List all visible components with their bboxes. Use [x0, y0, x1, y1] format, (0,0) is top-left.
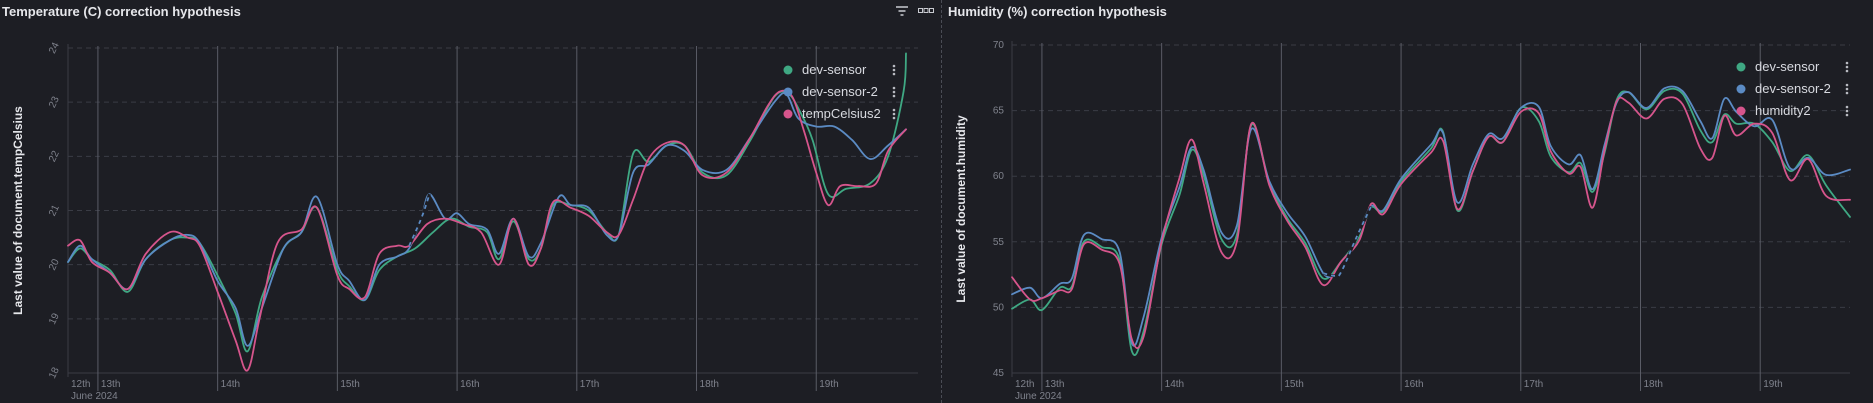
series-line-dev-sensor — [1011, 87, 1851, 356]
legend-label: tempCelsius2 — [802, 106, 881, 121]
y-tick-label: 20 — [47, 257, 62, 272]
x-tick-label: 12th — [1015, 379, 1034, 390]
legend-item-menu-icon — [1845, 69, 1849, 73]
x-tick-label: 17th — [1524, 379, 1543, 390]
x-tick-sublabel: June 2024 — [71, 391, 118, 402]
legend-item-menu-icon — [892, 112, 896, 116]
legend-label: dev-sensor — [802, 62, 867, 77]
legend-item-menu-icon — [892, 72, 896, 76]
y-tick-label: 55 — [993, 237, 1005, 248]
y-tick-label: 60 — [993, 171, 1005, 182]
legend-marker — [783, 87, 793, 97]
legend-item-menu-icon — [1845, 113, 1849, 117]
legend-item-menu-icon — [1845, 87, 1849, 91]
y-tick-label: 22 — [47, 149, 62, 164]
legend-item-menu-icon — [1845, 65, 1849, 69]
legend-item-menu-icon — [1845, 83, 1849, 87]
x-tick-label: 16th — [460, 379, 479, 390]
y-tick-label: 65 — [993, 106, 1005, 117]
more-options-icon[interactable] — [918, 4, 934, 18]
legend-marker — [1736, 62, 1746, 72]
panel-header-actions — [894, 4, 934, 18]
y-tick-label: 70 — [993, 40, 1005, 51]
legend-label: humidity2 — [1755, 103, 1811, 118]
legend-item-menu-icon — [892, 64, 896, 68]
legend-item-menu-icon — [1845, 61, 1849, 65]
legend-item-menu-icon — [892, 108, 896, 112]
x-tick-sublabel: June 2024 — [1015, 391, 1062, 402]
y-tick-label: 18 — [47, 365, 62, 380]
legend-marker — [1736, 106, 1746, 116]
y-axis-title: Last value of document.humidity — [954, 115, 968, 303]
legend-item-menu-icon — [1845, 91, 1849, 95]
legend-marker — [783, 109, 793, 119]
x-tick-label: 15th — [340, 379, 359, 390]
x-tick-label: 14th — [1165, 379, 1184, 390]
x-tick-label: 13th — [101, 379, 120, 390]
y-axis-title: Last value of document.tempCelsius — [11, 106, 25, 315]
series-line-dev-sensor-2 — [67, 92, 907, 347]
y-tick-label: 50 — [993, 302, 1005, 313]
panel-divider[interactable] — [941, 0, 942, 403]
x-tick-label: 12th — [71, 379, 90, 390]
y-tick-label: 21 — [47, 203, 62, 218]
x-tick-label: 19th — [819, 379, 838, 390]
x-tick-label: 18th — [1644, 379, 1663, 390]
series-line-humidity2 — [1011, 96, 1851, 350]
series-gap-dashed — [1323, 206, 1372, 278]
x-tick-label: 19th — [1763, 379, 1782, 390]
legend-item-menu-icon — [1845, 109, 1849, 113]
legend[interactable]: dev-sensor dev-sensor-2 tempCelsius2 — [783, 62, 896, 121]
humidity-panel: Humidity (%) correction hypothesis 45 50 5… — [946, 0, 1873, 403]
legend-item-menu-icon — [892, 68, 896, 72]
y-tick-label: 45 — [993, 368, 1005, 379]
legend-item-menu-icon — [892, 94, 896, 98]
series-gap-dashed — [408, 193, 431, 247]
panel-title: Temperature (C) correction hypothesis — [2, 4, 241, 19]
legend-marker — [1736, 84, 1746, 94]
legend-label: dev-sensor-2 — [802, 84, 878, 99]
x-tick-label: 17th — [580, 379, 599, 390]
x-tick-label: 18th — [700, 379, 719, 390]
legend-label: dev-sensor — [1755, 59, 1820, 74]
y-tick-label: 24 — [47, 40, 62, 55]
x-tick-label: 15th — [1284, 379, 1303, 390]
legend-label: dev-sensor-2 — [1755, 81, 1831, 96]
panel-title: Humidity (%) correction hypothesis — [948, 4, 1167, 19]
series-line-tempcelsius2 — [67, 89, 907, 372]
legend-item-menu-icon — [1845, 105, 1849, 109]
legend-item-menu-icon — [892, 86, 896, 90]
filter-icon[interactable] — [894, 4, 910, 18]
y-tick-label: 19 — [47, 311, 62, 326]
legend-item-menu-icon — [892, 116, 896, 120]
series-line-dev-sensor-2 — [1011, 85, 1851, 347]
legend-marker — [783, 65, 793, 75]
series-line-dev-sensor — [67, 52, 907, 353]
y-tick-label: 23 — [47, 95, 62, 110]
x-tick-label: 13th — [1045, 379, 1064, 390]
legend-item-menu-icon — [892, 90, 896, 94]
temperature-panel: Temperature (C) correction hypothesis 18… — [0, 0, 940, 403]
x-tick-label: 14th — [221, 379, 240, 390]
x-tick-label: 16th — [1404, 379, 1423, 390]
legend[interactable]: dev-sensor dev-sensor-2 humidity2 — [1736, 59, 1849, 118]
